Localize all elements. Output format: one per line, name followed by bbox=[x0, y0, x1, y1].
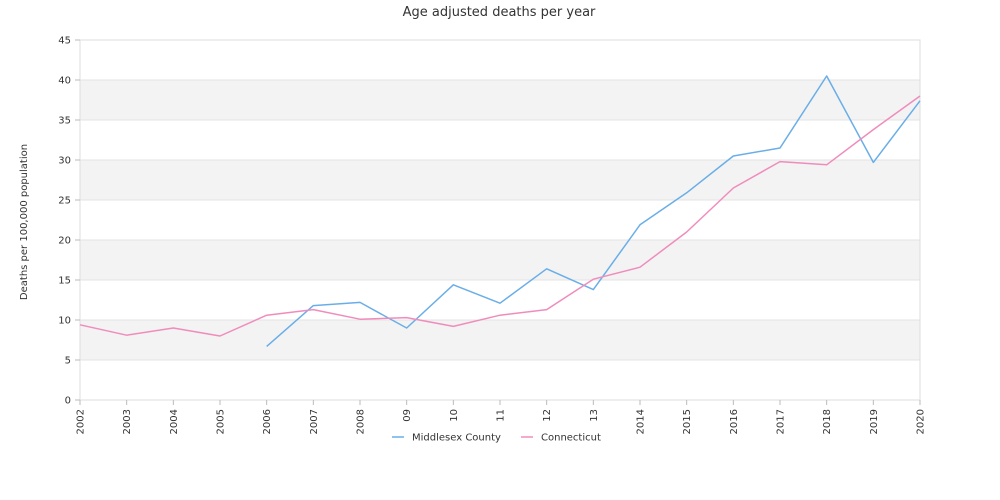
x-tick-label: 2017 bbox=[776, 409, 787, 434]
y-tick-label: 10 bbox=[58, 316, 71, 327]
x-tick-label: 2014 bbox=[636, 409, 647, 434]
x-tick-label: 2007 bbox=[309, 409, 320, 434]
legend-label: Connecticut bbox=[541, 433, 601, 444]
x-tick-label: 2004 bbox=[169, 409, 180, 434]
x-tick-label: 2008 bbox=[356, 409, 367, 434]
x-tick-label: 10 bbox=[449, 409, 460, 422]
series-line-connecticut bbox=[79, 95, 921, 337]
y-tick-label: 45 bbox=[58, 36, 71, 47]
x-tick-label: 2020 bbox=[916, 409, 927, 434]
y-tick-label: 15 bbox=[58, 276, 71, 287]
grid-band bbox=[80, 80, 920, 120]
chart-title: Age adjusted deaths per year bbox=[403, 5, 596, 20]
y-tick-label: 0 bbox=[65, 396, 71, 407]
x-tick-label: 2018 bbox=[822, 409, 833, 434]
series-lines bbox=[79, 75, 921, 347]
y-tick-label: 40 bbox=[58, 76, 71, 87]
grid-bands bbox=[80, 80, 920, 360]
y-axis-label: Deaths per 100,000 population bbox=[19, 144, 30, 300]
grid-band bbox=[80, 240, 920, 280]
y-axis: 0 5 10 15 20 25 30 35 40 45 bbox=[58, 36, 80, 407]
y-tick-label: 5 bbox=[65, 356, 71, 367]
x-tick-label: 11 bbox=[496, 409, 507, 422]
x-tick-label: 2003 bbox=[122, 409, 133, 434]
x-axis: 2002 2003 2004 2005 2006 2007 2008 09 10 11 12 13 20… bbox=[76, 400, 927, 434]
grid-band bbox=[80, 160, 920, 200]
y-tick-label: 20 bbox=[58, 236, 71, 247]
x-tick-label: 2002 bbox=[76, 409, 87, 434]
grid-band bbox=[80, 320, 920, 360]
x-tick-label: 13 bbox=[589, 409, 600, 422]
y-tick-label: 35 bbox=[58, 116, 71, 127]
series-line-middlesex-county bbox=[266, 75, 921, 347]
legend: Middlesex County Connecticut bbox=[392, 433, 601, 444]
legend-label: Middlesex County bbox=[412, 433, 501, 444]
x-tick-label: 12 bbox=[542, 409, 553, 422]
x-tick-label: 2005 bbox=[216, 409, 227, 434]
y-tick-label: 30 bbox=[58, 156, 71, 167]
x-tick-label: 2006 bbox=[262, 409, 273, 434]
x-tick-label: 2015 bbox=[682, 409, 693, 434]
y-tick-label: 25 bbox=[58, 196, 71, 207]
x-tick-label: 2019 bbox=[869, 409, 880, 434]
x-tick-label: 09 bbox=[402, 409, 413, 422]
x-tick-label: 2016 bbox=[729, 409, 740, 434]
